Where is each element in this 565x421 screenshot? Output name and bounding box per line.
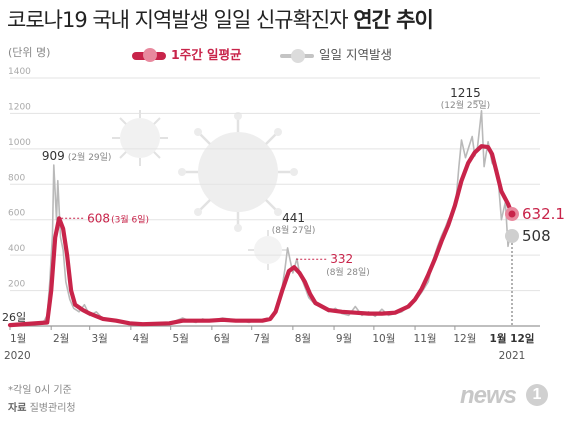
- y-tick-label: 1400: [8, 67, 31, 77]
- annotation-label: 508: [522, 227, 551, 245]
- annotation-label: 608: [87, 211, 110, 225]
- y-tick-label: 200: [8, 280, 25, 290]
- legend-avg-swatch: [132, 47, 166, 62]
- y-tick-label: 600: [8, 209, 25, 219]
- y-tick-label: 1000: [8, 138, 31, 148]
- annotation-sublabel: (2월 29일): [68, 151, 112, 163]
- y-tick-labels: 200 400 600 800 1000 1200 1400: [8, 67, 31, 290]
- annotations: 909 (2월 29일) 608 (3월 6일) 441(8월 27일) 332(8월 2…: [2, 86, 565, 326]
- x-tick-label: 7월: [254, 333, 270, 345]
- x-tick-label: 1월 12일: [490, 332, 535, 345]
- legend-avg-label: 1주간 일평균: [171, 47, 242, 62]
- y-tick-label: 400: [8, 244, 25, 254]
- annotation-sublabel: (12월 25일): [441, 99, 490, 111]
- year-label: 2020: [4, 350, 31, 362]
- news1-logo-badge: 1: [526, 384, 548, 406]
- x-tick-label: 6월: [214, 333, 230, 345]
- x-tick-label: 3월: [92, 333, 108, 345]
- x-tick-label: 2월: [53, 333, 69, 345]
- x-tick-labels: 1월 2월 3월 4월 5월 6월 7월 8월 9월 10월 11월 12월 1월 12일 2020 202…: [4, 326, 534, 362]
- annotation-label: 441: [282, 211, 305, 225]
- footnote: *각일 0시 기준: [8, 385, 72, 396]
- annotation-label: 26일: [2, 310, 26, 324]
- annotation-label: 909: [42, 149, 65, 163]
- annotation-sublabel: (3월 6일): [111, 213, 149, 225]
- legend-daily-label: 일일 지역발생: [319, 47, 392, 62]
- unit-label: (단위 명): [8, 46, 51, 59]
- source-value: 질병관리청: [29, 403, 76, 414]
- title-bold: 연간 추이: [353, 8, 434, 32]
- annotation-label: 632.1: [522, 205, 565, 223]
- annotation-label: 1215: [450, 86, 481, 100]
- x-tick-label: 9월: [336, 333, 352, 345]
- end-point-avg-center: [508, 210, 516, 218]
- legend-avg: 1주간 일평균: [132, 44, 242, 63]
- year-label: 2021: [499, 350, 526, 362]
- virus-illustration-icon: [112, 110, 298, 270]
- x-tick-label: 5월: [173, 333, 189, 345]
- x-tick-label: 1월: [10, 333, 26, 345]
- title-normal: 코로나19 국내 지역발생 일일 신규확진자: [7, 8, 349, 32]
- legend-daily: 일일 지역발생: [280, 44, 392, 63]
- news1-logo: news: [460, 382, 517, 409]
- source-label: 자료: [8, 403, 27, 414]
- y-tick-label: 1200: [8, 102, 31, 112]
- x-tick-label: 10월: [372, 333, 395, 345]
- x-tick-label: 11월: [414, 333, 437, 345]
- end-point-daily: [505, 229, 519, 244]
- annotation-sublabel: (8월 28일): [326, 266, 370, 278]
- source-line: 자료 질병관리청: [8, 399, 76, 414]
- x-tick-label: 4월: [133, 333, 149, 345]
- annotation-sublabel: (8월 27일): [272, 224, 316, 236]
- grid-lines: [10, 77, 540, 327]
- page-title: 코로나19 국내 지역발생 일일 신규확진자 연간 추이: [7, 4, 434, 34]
- x-tick-label: 8월: [295, 333, 311, 345]
- x-tick-label: 12월: [453, 333, 476, 345]
- series-line-avg: [7, 144, 515, 328]
- annotation-label: 332: [330, 252, 353, 266]
- series-lines: [7, 110, 515, 328]
- legend-daily-swatch: [280, 48, 314, 63]
- y-tick-label: 800: [8, 173, 25, 183]
